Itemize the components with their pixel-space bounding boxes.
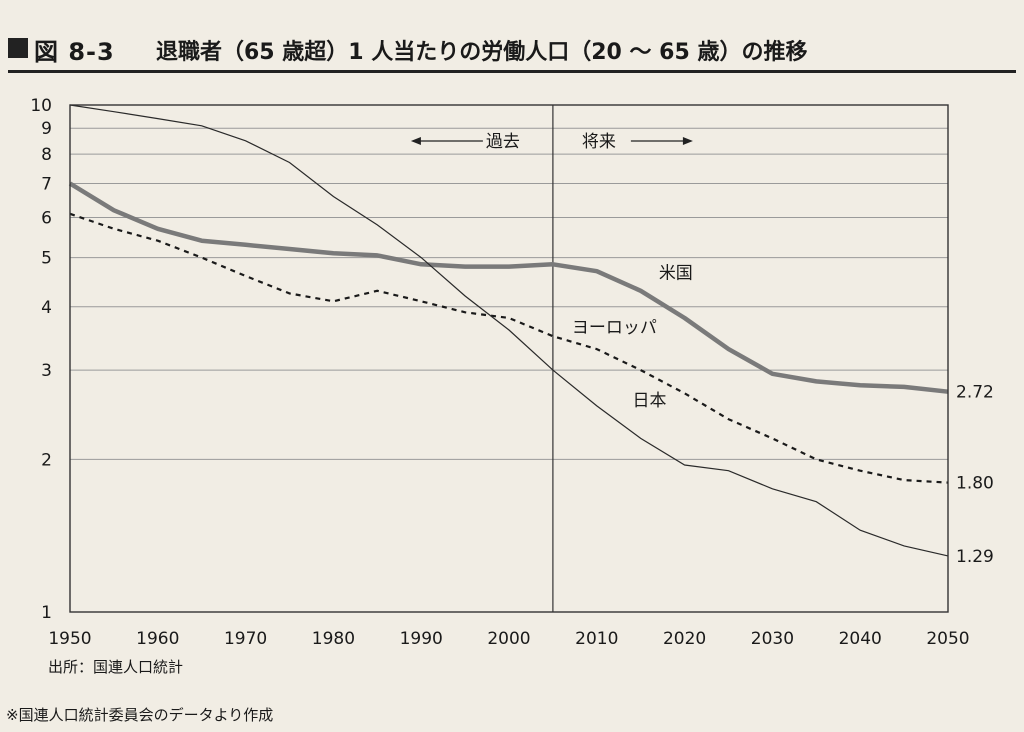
series-line-ヨーロッパ — [69, 212, 949, 484]
figure-header: 図 8-3 退職者（65 歳超）1 人当たりの労働人口（20 ～ 65 歳）の推… — [8, 30, 1018, 74]
x-tick-label: 1960 — [136, 629, 179, 649]
series-line-米国 — [68, 181, 949, 394]
x-tick-label: 2030 — [751, 629, 794, 649]
end-value-label: 1.80 — [956, 474, 994, 494]
end-value-label: 2.72 — [956, 383, 994, 403]
x-tick-label: 2000 — [487, 629, 530, 649]
y-tick-label: 7 — [41, 175, 52, 195]
series-name-label: 米国 — [659, 263, 693, 283]
end-value-label: 1.29 — [956, 547, 994, 567]
x-tick-label: 2050 — [926, 629, 969, 649]
past-label: 過去 — [486, 132, 520, 152]
series-line-日本 — [69, 104, 949, 557]
figure-number: 図 8-3 — [34, 38, 115, 66]
series-name-label: 日本 — [632, 391, 666, 411]
y-tick-label: 2 — [41, 450, 52, 470]
source-caption: 出所：国連人口統計 — [48, 658, 184, 676]
plot-frame — [69, 104, 949, 613]
y-tick-label: 3 — [41, 361, 52, 381]
figure-marker-icon — [8, 38, 28, 58]
y-tick-label: 1 — [41, 603, 52, 623]
header-rule — [8, 70, 1016, 73]
past-arrow-icon — [410, 137, 421, 145]
y-tick-label: 10 — [30, 96, 52, 116]
y-tick-label: 9 — [41, 119, 52, 139]
y-tick-label: 4 — [41, 298, 52, 318]
series-name-label: ヨーロッパ — [572, 318, 657, 338]
future-label: 将来 — [582, 132, 616, 152]
x-tick-label: 1950 — [48, 629, 91, 649]
x-tick-label: 1990 — [400, 629, 443, 649]
y-tick-label: 8 — [41, 145, 52, 165]
footnote: ※国連人口統計委員会のデータより作成 — [6, 706, 274, 724]
x-tick-label: 1980 — [312, 629, 355, 649]
y-tick-label: 6 — [41, 208, 52, 228]
x-tick-label: 1970 — [224, 629, 267, 649]
y-tick-label: 5 — [41, 249, 52, 269]
figure-title: 退職者（65 歳超）1 人当たりの労働人口（20 ～ 65 歳）の推移 — [156, 40, 808, 65]
x-tick-label: 2040 — [839, 629, 882, 649]
x-tick-label: 2010 — [575, 629, 618, 649]
x-tick-label: 2020 — [663, 629, 706, 649]
future-arrow-icon — [682, 137, 693, 145]
